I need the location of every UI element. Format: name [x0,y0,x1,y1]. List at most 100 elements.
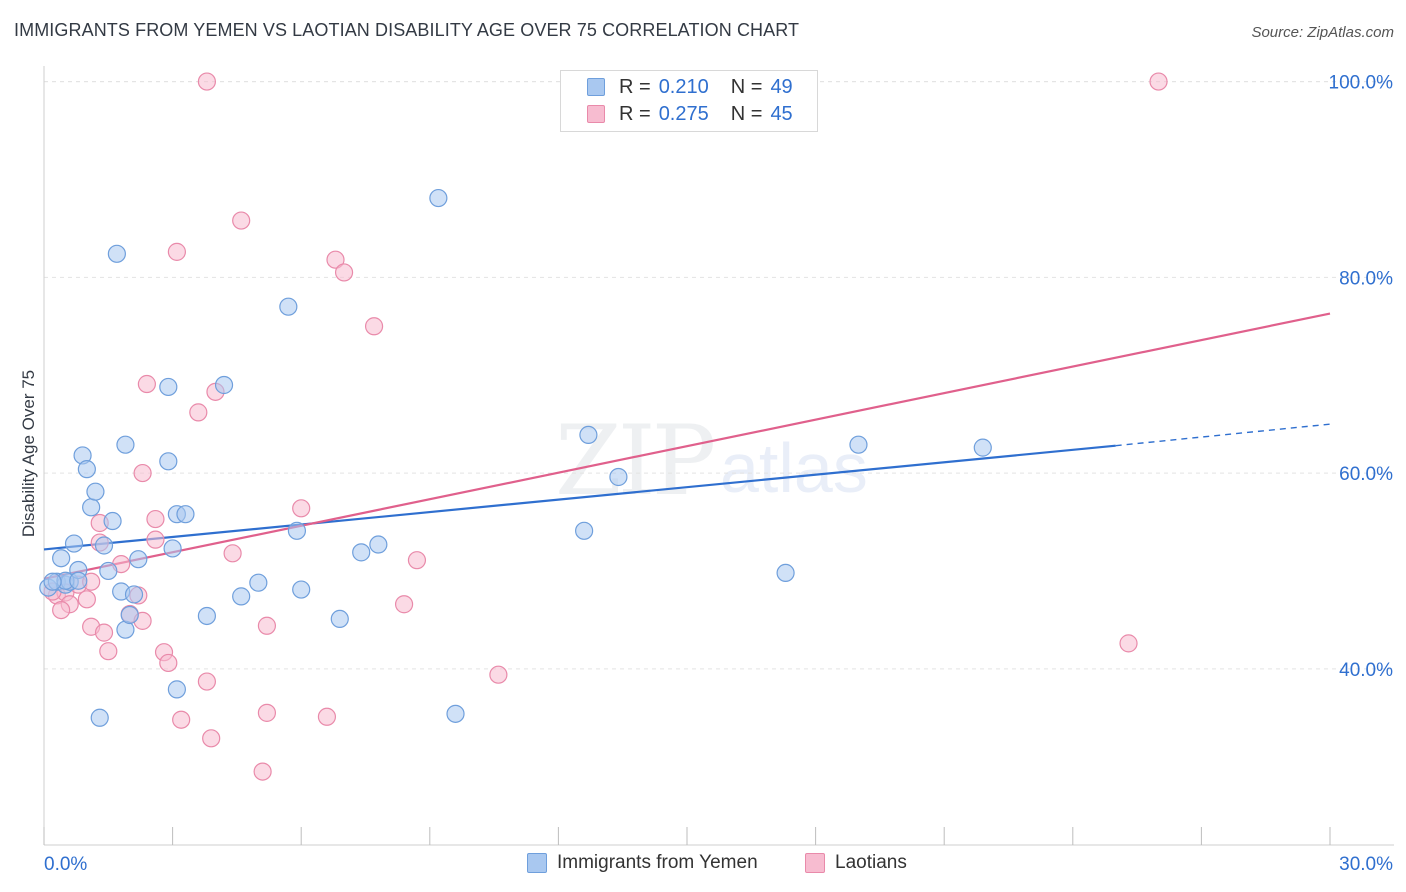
point-laotians [223,544,242,563]
point-laotians [172,710,191,729]
yemen-swatch [587,78,605,96]
point-yemen [292,580,311,599]
trend-line-yemen-extension [1115,423,1331,447]
point-laotians [334,263,354,282]
point-yemen [99,561,118,581]
point-yemen [90,708,109,727]
legend-label-yemen: Immigrants from Yemen [557,852,758,873]
series-legend: Immigrants from Yemen Laotians [0,852,1406,878]
point-laotians [232,211,251,230]
n-value: 49 [770,75,793,98]
point-yemen [579,425,598,445]
gridlines [44,81,1394,670]
point-laotians [197,672,216,691]
point-yemen [120,605,139,625]
point-laotians [159,653,178,673]
point-yemen [776,563,795,583]
data-points [39,72,1168,781]
point-yemen [116,435,135,454]
point-laotians [257,703,277,722]
point-yemen [124,585,144,604]
stats-row-yemen: R = 0.210 N = 49 [587,75,793,99]
point-yemen [849,435,868,454]
point-laotians [146,509,165,529]
point-yemen [52,549,71,568]
point-laotians [167,242,186,261]
point-laotians [202,729,221,748]
tick-labels: 40.0% 60.0% 80.0% 100.0% 0.0% 30.0% Disability… [19,73,1393,875]
point-yemen [973,438,992,457]
point-laotians [197,72,216,91]
trend-line-laotians [43,312,1331,580]
point-yemen [159,377,178,397]
r-label: R = [619,75,651,98]
y-tick-label: 100.0% [1329,73,1394,94]
r-value: 0.210 [658,75,709,98]
point-yemen [232,587,251,606]
point-yemen [159,452,178,471]
legend-label-laotians: Laotians [835,852,907,873]
y-tick-label: 40.0% [1339,660,1393,681]
point-yemen [94,536,114,555]
point-yemen [176,505,195,524]
point-yemen [103,511,122,531]
stats-row-laotians: R = 0.275 N = 45 [587,102,793,126]
r-label: R = [619,102,651,125]
legend-item-yemen[interactable]: Immigrants from Yemen [527,852,758,874]
point-laotians [137,374,156,394]
yemen-legend-swatch [527,853,547,873]
y-axis-label: Disability Age Over 75 [19,370,38,537]
point-yemen [609,467,628,487]
chart-title: IMMIGRANTS FROM YEMEN VS LAOTIAN DISABIL… [14,20,800,40]
point-yemen [369,535,388,554]
point-laotians [292,499,311,518]
point-yemen [429,188,448,208]
point-laotians [146,530,165,549]
point-yemen [82,498,101,517]
point-yemen [86,482,105,501]
axes [43,66,1394,846]
point-yemen [77,460,96,479]
n-value: 45 [770,102,793,125]
point-laotians [52,600,71,620]
legend-item-laotians[interactable]: Laotians [805,852,907,874]
point-laotians [253,762,272,781]
point-yemen [352,543,371,562]
point-yemen [167,680,186,699]
point-laotians [189,403,208,422]
x-tick-label-min: 0.0% [44,854,87,875]
point-laotians [407,551,427,570]
point-yemen [330,609,349,629]
r-value: 0.275 [658,102,709,125]
point-laotians [317,707,337,726]
point-laotians [1149,72,1168,91]
point-yemen [69,571,88,590]
point-yemen [214,375,234,395]
point-yemen [575,521,594,540]
point-laotians [77,590,96,609]
point-yemen [107,244,126,263]
stats-legend: R = 0.210 N = 49 R = 0.275 N = 45 [560,70,818,132]
point-laotians [326,250,345,269]
point-laotians [94,623,114,642]
point-yemen [446,704,465,723]
point-laotians [364,317,384,336]
point-yemen [197,606,216,626]
point-yemen [163,539,182,558]
y-tick-label: 60.0% [1339,464,1393,485]
laotians-swatch [587,105,605,123]
watermark-atlas: atlas [720,429,868,507]
laotians-legend-swatch [805,853,825,873]
trend-line-yemen [43,444,1116,551]
point-yemen [64,534,84,553]
trend-lines [43,312,1331,580]
point-yemen [279,297,298,316]
point-laotians [394,595,414,614]
y-tick-label: 80.0% [1339,268,1393,289]
n-label: N = [730,102,763,125]
point-laotians [489,665,508,684]
x-tick-label-max: 30.0% [1339,854,1393,875]
point-laotians [257,616,277,635]
point-yemen [129,550,148,569]
